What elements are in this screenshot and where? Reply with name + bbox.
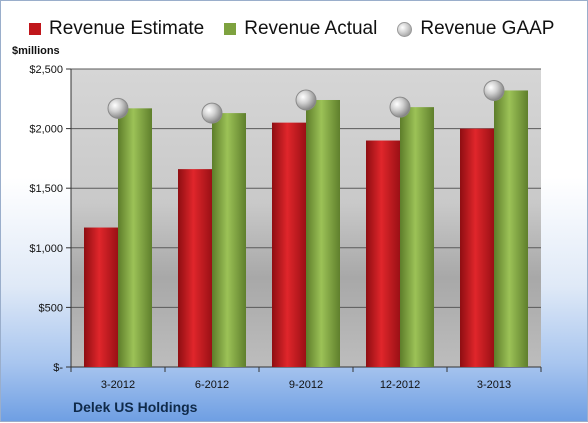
legend-swatch-estimate [29,23,41,35]
legend-label-gaap: Revenue GAAP [420,18,555,39]
company-name: Delek US Holdings [73,399,198,415]
marker-revenue-gaap [295,89,317,111]
bar-revenue-actual [306,99,340,367]
bar-revenue-actual [494,90,528,368]
x-tick-label: 9-2012 [289,379,323,391]
bar-revenue-actual [400,107,434,368]
y-tick-label: $500 [39,302,63,314]
bar-revenue-estimate [366,140,400,367]
y-tick-label: $1,500 [29,183,63,195]
bar-revenue-estimate [460,128,494,367]
legend-label-estimate: Revenue Estimate [49,18,205,39]
bar-revenue-actual [212,113,246,367]
bar-revenue-actual [118,108,152,367]
y-axis-units-label: $millions [12,45,60,57]
legend: Revenue Estimate Revenue Actual Revenue … [29,15,554,43]
bar-revenue-estimate [178,169,212,367]
y-tick-label: $2,000 [29,124,63,136]
y-tick-label: $- [53,362,63,374]
x-tick-label: 12-2012 [380,379,420,391]
marker-revenue-gaap [201,102,223,124]
legend-swatch-gaap [397,21,413,37]
legend-label-actual: Revenue Actual [244,18,378,39]
marker-revenue-gaap [483,79,505,101]
legend-swatch-actual [224,23,237,35]
bar-revenue-estimate [84,227,118,367]
y-tick-label: $1,000 [29,243,63,255]
x-tick-label: 3-2012 [101,379,135,391]
x-tick-label: 6-2012 [195,379,229,391]
y-tick-label: $2,500 [29,64,63,76]
marker-revenue-gaap [389,96,411,118]
bar-revenue-estimate [272,122,306,367]
legend-item-estimate: Revenue Estimate [29,18,204,40]
legend-item-actual: Revenue Actual [224,18,377,40]
x-tick-label: 3-2013 [477,379,511,391]
marker-revenue-gaap [107,97,129,119]
legend-item-gaap: Revenue GAAP [397,18,554,40]
